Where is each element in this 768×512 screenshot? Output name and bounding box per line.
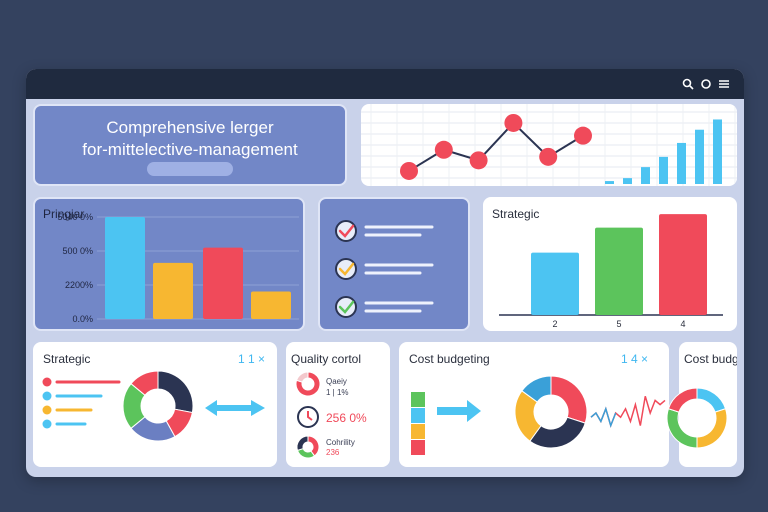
strategic-bottom-panel: Strategic 1 1 ×	[33, 342, 277, 467]
cost-budgeting-charts	[411, 375, 666, 455]
principal-bar-3	[251, 291, 291, 319]
principal-y-tick-2: 2200%	[65, 280, 93, 290]
strategic-legend-dot-2	[42, 405, 52, 415]
cost-budget-donut-slice-1	[696, 408, 728, 449]
cost-budgeting-badge[interactable]: 1 4 ×	[621, 352, 649, 366]
strategic-bar-2	[659, 214, 707, 315]
principal-panel: Pringiar 5040 0% 500 0% 2200% 0.0%	[33, 197, 305, 331]
dashboard-window: Comprehensive lerger for-mittelective-ma…	[26, 69, 744, 477]
checklist-panel	[318, 197, 470, 331]
cost-arrow-icon	[437, 400, 481, 422]
strategic-bar-chart: 2 5 4	[499, 214, 723, 329]
checklist-item-2-circle	[335, 296, 357, 318]
checklist-item-0-circle	[335, 220, 357, 242]
top-mini-bar-chart	[605, 119, 722, 184]
strategic-donut-area	[42, 370, 265, 442]
principal-bar-0	[105, 217, 145, 319]
top-mini-bar-6	[713, 119, 722, 184]
circle-icon[interactable]	[700, 78, 712, 90]
cost-budget-donut	[666, 387, 728, 449]
principal-y-tick-3: 0.0%	[72, 314, 93, 324]
hero-title-line2: for-mittelective-management	[82, 140, 298, 159]
strategic-badge[interactable]: 1 1 ×	[238, 352, 266, 366]
strategic-legend-dot-3	[42, 419, 52, 429]
cost-donut-slice-3	[521, 375, 552, 403]
hero-pill-button[interactable]	[147, 162, 233, 176]
principal-y-tick-1: 500 0%	[62, 246, 93, 256]
strategic-bar-1	[595, 227, 643, 315]
cost-budget-donut-slice-0	[696, 387, 727, 413]
strategic-x-tick-2: 4	[680, 319, 685, 329]
strategic-donut-slice-4	[130, 370, 159, 396]
search-icon[interactable]	[682, 78, 694, 90]
checklist-item-1-check-icon	[338, 262, 355, 276]
quality-ring-1-slice-1	[295, 371, 309, 383]
quality-row2-value: 256 0%	[326, 411, 367, 425]
cost-budgeting-panel: Cost budgeting 1 4 ×	[399, 342, 669, 467]
quality-row1-label: Qaeiy	[326, 377, 347, 386]
quality-row3-label: Cohrility	[326, 438, 355, 447]
top-line-point-2	[469, 151, 488, 170]
quality-clock-hand	[307, 411, 313, 421]
strategic-x-tick-1: 5	[616, 319, 621, 329]
principal-title: Pringiar	[43, 207, 85, 221]
strategic-legend-dot-0	[42, 377, 52, 387]
strategic-top-panel: Strategic 2 5 4	[483, 197, 737, 331]
top-mini-bar-1	[623, 178, 632, 184]
cost-budgeting-title: Cost budgeting	[409, 352, 490, 366]
cost-budget-donut-slice-2	[666, 408, 698, 449]
top-line-point-1	[434, 140, 453, 159]
hero-title-line1: Comprehensive lerger	[106, 118, 274, 137]
cost-budget-title: Cost budget	[684, 352, 737, 366]
cost-budget-donut-slice-3	[667, 387, 698, 413]
top-line-point-0	[400, 161, 418, 180]
strategic-bar-0	[531, 252, 579, 315]
quality-panel: Quality cortol Qaeiy 1 | 1% 256 0% Cohri…	[286, 342, 390, 467]
quality-ring-1-slice-0	[295, 371, 321, 397]
quality-icons	[295, 371, 321, 459]
checklist	[335, 220, 434, 318]
top-line-point-4	[539, 147, 558, 166]
checklist-item-2-check-icon	[338, 300, 355, 314]
top-mini-bar-4	[677, 142, 686, 184]
top-line-point-5	[574, 126, 592, 145]
top-mini-bar-3	[659, 156, 668, 184]
quality-ring-3-slice-2	[296, 435, 309, 452]
cost-donut-slice-1	[529, 416, 586, 449]
checklist-item-0-arrow-check-icon	[338, 224, 355, 238]
checklist-item-1-circle	[335, 258, 357, 280]
window-titlebar	[26, 69, 744, 99]
strategic-legend-dot-1	[42, 391, 52, 401]
top-mini-bar-2	[641, 167, 650, 184]
cost-stack-block-3	[411, 440, 425, 455]
cost-stack-block-2	[411, 424, 425, 439]
principal-bar-2	[203, 247, 243, 319]
cost-donut-slice-0	[550, 375, 588, 424]
principal-bar-chart: 5040 0% 500 0% 2200% 0.0%	[57, 212, 299, 324]
principal-y-tick-0: 5040 0%	[57, 212, 93, 222]
hero-panel: Comprehensive lerger for-mittelective-ma…	[33, 104, 347, 186]
strategic-top-title: Strategic	[492, 207, 540, 221]
strategic-x-tick-0: 2	[552, 319, 557, 329]
double-arrow-icon	[205, 400, 265, 416]
strategic-donut-slice-0	[157, 370, 194, 414]
principal-bar-1	[153, 262, 193, 319]
top-mini-bar-0	[605, 181, 614, 184]
cost-sparkline	[590, 395, 666, 428]
top-charts-panel	[361, 104, 737, 186]
cost-stack-block-0	[411, 392, 425, 407]
quality-row1-sub: 1 | 1%	[326, 388, 349, 397]
cost-sparkline-start	[590, 406, 617, 428]
top-line-point-3	[504, 113, 523, 132]
quality-title: Quality cortol	[291, 352, 362, 366]
menu-icon[interactable]	[718, 78, 730, 90]
top-line-series	[408, 121, 584, 172]
top-mini-bar-5	[695, 129, 704, 184]
strategic-bottom-title: Strategic	[43, 352, 91, 366]
top-line-chart	[400, 113, 592, 180]
cost-stack-block-1	[411, 408, 425, 423]
quality-row3-value: 236	[326, 448, 340, 457]
